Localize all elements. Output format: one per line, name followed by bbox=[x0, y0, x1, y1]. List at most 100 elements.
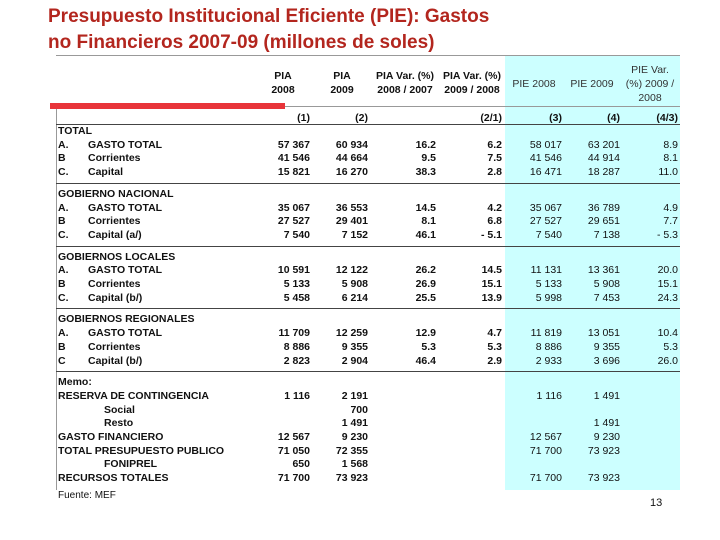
column-header: PIA Var. (%) bbox=[376, 70, 434, 82]
number-rule bbox=[56, 124, 680, 125]
cell: 16 471 bbox=[529, 166, 562, 179]
cell: 9.5 bbox=[421, 152, 436, 165]
cell: 18 287 bbox=[587, 166, 620, 179]
row-prefix: B bbox=[58, 152, 66, 165]
cell: 73 923 bbox=[587, 444, 620, 457]
cell: 5.3 bbox=[421, 340, 436, 353]
cell: 26.0 bbox=[657, 354, 678, 367]
cell: 41 546 bbox=[277, 152, 310, 165]
column-header: PIE 2008 bbox=[512, 78, 556, 90]
cell: 27 527 bbox=[277, 215, 310, 228]
cell: 15.1 bbox=[481, 278, 502, 290]
cell: 12 122 bbox=[335, 264, 368, 277]
row-label: Corrientes bbox=[88, 278, 141, 290]
row-label: RESERVA DE CONTINGENCIA bbox=[58, 389, 209, 402]
cell: 5 908 bbox=[341, 278, 368, 290]
cell: 2 933 bbox=[535, 354, 562, 367]
row-label: RECURSOS TOTALES bbox=[58, 472, 169, 485]
row-prefix: B bbox=[58, 278, 66, 290]
cell: 6.8 bbox=[487, 215, 502, 228]
row-label: Capital (b/) bbox=[88, 291, 143, 304]
column-header: 2009 bbox=[330, 84, 354, 96]
column-header: (%) 2009 / bbox=[625, 78, 675, 90]
cell: 11 131 bbox=[530, 264, 562, 277]
cell: 72 355 bbox=[335, 444, 368, 457]
cell: 46.1 bbox=[415, 228, 436, 241]
column-header: 2008 bbox=[638, 92, 662, 104]
row-label: GASTO TOTAL bbox=[88, 201, 163, 214]
section-label: Memo: bbox=[58, 376, 92, 389]
cell: 8 886 bbox=[535, 340, 562, 353]
cell: 24.3 bbox=[657, 291, 678, 304]
row-label: Capital (a/) bbox=[88, 228, 142, 241]
cell: 13 051 bbox=[587, 327, 620, 340]
cell: 16 270 bbox=[335, 166, 368, 179]
cell: 8 886 bbox=[283, 340, 310, 353]
row-label: Corrientes bbox=[88, 215, 141, 228]
cell: 71 700 bbox=[529, 444, 562, 457]
section-label: GOBIERNO NACIONAL bbox=[58, 187, 174, 200]
cell: 44 664 bbox=[335, 152, 368, 165]
cell: 63 201 bbox=[587, 138, 620, 151]
cell: 5 908 bbox=[593, 278, 620, 290]
cell: 7.7 bbox=[663, 215, 678, 228]
column-header: PIA Var. (%) bbox=[443, 70, 501, 82]
row-label: GASTO FINANCIERO bbox=[58, 431, 164, 443]
column-header: PIA bbox=[333, 70, 351, 82]
cell: 9 355 bbox=[341, 340, 368, 353]
row-prefix: C. bbox=[58, 228, 69, 241]
row-label: Capital (b/) bbox=[88, 354, 143, 367]
cell: 11.0 bbox=[658, 166, 678, 179]
row-prefix: A. bbox=[58, 264, 69, 277]
cell: 1 116 bbox=[536, 389, 563, 402]
section-label: GOBIERNOS REGIONALES bbox=[58, 313, 195, 326]
cell: 5 133 bbox=[283, 278, 310, 290]
cell: 36 553 bbox=[335, 201, 368, 214]
cell: 12 567 bbox=[277, 431, 310, 443]
row-label: Social bbox=[104, 403, 135, 416]
cell: 7 453 bbox=[593, 291, 620, 304]
title-line: Presupuesto Institucional Eficiente (PIE… bbox=[48, 6, 490, 27]
page-number: 13 bbox=[650, 497, 663, 509]
section-label: GOBIERNOS LOCALES bbox=[58, 250, 176, 263]
row-label: Resto bbox=[104, 417, 134, 430]
title-line: no Financieros 2007-09 (millones de sole… bbox=[48, 32, 435, 53]
cell: 12.9 bbox=[415, 327, 436, 340]
red-bar bbox=[50, 103, 285, 109]
row-prefix: A. bbox=[58, 201, 69, 214]
cell: 1 568 bbox=[341, 458, 368, 471]
column-number: (4/3) bbox=[656, 112, 678, 124]
cell: 13 361 bbox=[587, 264, 620, 277]
row-prefix: C. bbox=[58, 166, 69, 179]
cell: 6.2 bbox=[487, 138, 502, 151]
cell: 7 540 bbox=[283, 228, 310, 241]
cell: 650 bbox=[292, 458, 310, 471]
cell: 2 823 bbox=[283, 354, 310, 367]
cell: 14.5 bbox=[415, 201, 436, 214]
section-rule bbox=[56, 371, 680, 373]
cell: 73 923 bbox=[335, 472, 368, 485]
cell: 1 491 bbox=[593, 389, 620, 402]
row-prefix: C. bbox=[58, 291, 69, 304]
header-rule bbox=[285, 106, 680, 107]
cell: 5 458 bbox=[283, 291, 310, 304]
cell: 8.1 bbox=[421, 215, 436, 228]
row-label: TOTAL PRESUPUESTO PUBLICO bbox=[58, 444, 225, 457]
cell: 5 998 bbox=[535, 291, 562, 304]
top-rule bbox=[56, 55, 680, 56]
cell: 8.1 bbox=[663, 152, 678, 165]
row-label: FONIPREL bbox=[104, 458, 158, 471]
row-prefix: B bbox=[58, 215, 66, 228]
column-header: 2008 / 2007 bbox=[377, 84, 433, 96]
cell: 26.2 bbox=[415, 264, 436, 277]
cell: 1 116 bbox=[284, 389, 310, 402]
row-label: GASTO TOTAL bbox=[88, 264, 163, 277]
cell: 1 491 bbox=[341, 417, 368, 430]
source-note: Fuente: MEF bbox=[58, 490, 116, 501]
cell: 36 789 bbox=[587, 201, 620, 214]
row-label: Corrientes bbox=[88, 152, 141, 165]
row-label: Corrientes bbox=[88, 340, 141, 353]
section-label: TOTAL bbox=[58, 125, 93, 137]
cell: 12 567 bbox=[529, 431, 562, 443]
